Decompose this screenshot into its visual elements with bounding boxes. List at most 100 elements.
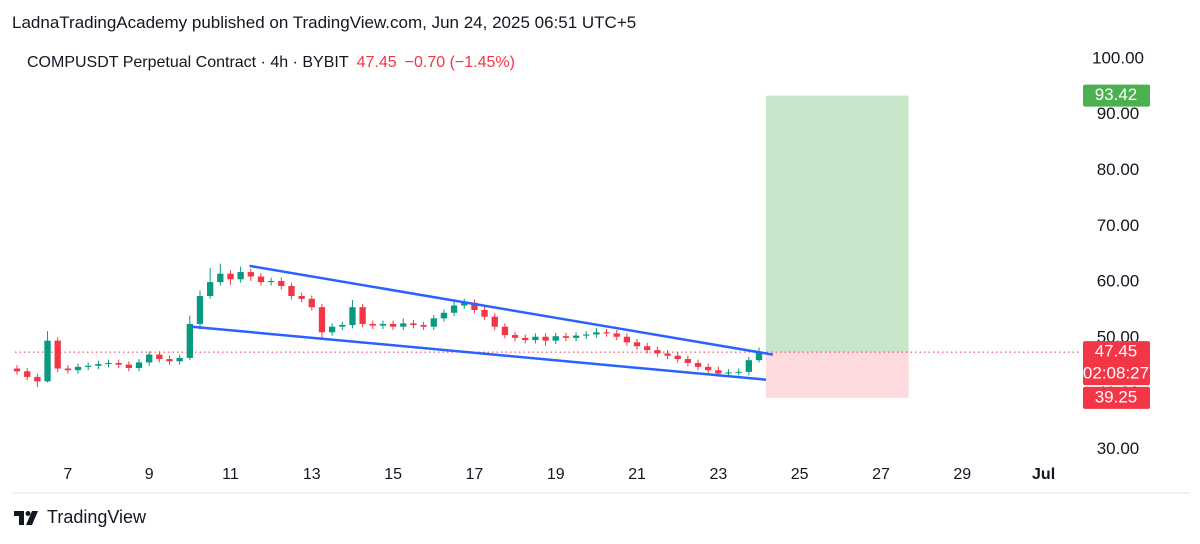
candle-body xyxy=(562,336,570,338)
candle-body xyxy=(318,307,326,333)
price-change: −0.70 (−1.45%) xyxy=(404,54,515,71)
candle-body xyxy=(54,340,61,369)
candle-body xyxy=(13,368,21,372)
candle-body xyxy=(481,309,488,317)
y-tick-label: 70.00 xyxy=(1097,216,1140,235)
candle-body xyxy=(237,272,244,280)
price-label: 47.45 xyxy=(1095,342,1138,361)
candle-body xyxy=(501,326,509,336)
price-label-box xyxy=(1083,341,1150,386)
x-tick-label: 27 xyxy=(872,466,890,483)
candle-body xyxy=(694,362,702,367)
candle-body xyxy=(613,333,620,337)
candle-body xyxy=(684,359,692,363)
candle-body xyxy=(440,312,448,319)
candle-body xyxy=(633,342,641,347)
candle-body xyxy=(674,355,681,360)
x-tick-label: 15 xyxy=(384,466,402,483)
x-tick-label: 17 xyxy=(466,466,484,483)
candle-body xyxy=(146,354,153,363)
candle-body xyxy=(217,273,224,283)
candle-body xyxy=(410,323,417,326)
candle-body xyxy=(74,366,82,371)
candle-body xyxy=(95,364,102,366)
y-tick-label: 80.00 xyxy=(1097,160,1140,179)
candle-body xyxy=(44,340,51,382)
candle-body xyxy=(166,359,173,362)
x-tick-label: 19 xyxy=(547,466,565,483)
symbol-title: COMPUSDT Perpetual Contract · 4h · BYBIT xyxy=(27,54,349,71)
target-zone xyxy=(765,95,909,353)
price-label: 93.42 xyxy=(1095,85,1138,104)
candle-body xyxy=(85,365,92,367)
x-tick-label: 9 xyxy=(145,466,154,483)
candle-body xyxy=(644,346,651,351)
candle-body xyxy=(450,305,458,313)
y-tick-label: 90.00 xyxy=(1097,104,1140,123)
candle-body xyxy=(552,336,559,341)
candle-body xyxy=(34,376,41,382)
price-label-box xyxy=(1083,84,1150,107)
price-label: 02:08:27 xyxy=(1083,364,1149,383)
candle-body xyxy=(359,307,366,324)
footer-brand: TradingView xyxy=(47,507,147,527)
x-tick-label: 11 xyxy=(222,466,239,483)
candle-body xyxy=(247,272,254,277)
trendline xyxy=(249,264,774,356)
candle-body xyxy=(278,280,285,286)
candle-body xyxy=(572,335,580,338)
candle-body xyxy=(664,353,671,356)
x-tick-label: Jul xyxy=(1032,466,1055,483)
candle-body xyxy=(705,366,712,371)
candle-body xyxy=(593,332,600,335)
candle-body xyxy=(24,371,31,377)
candle-body xyxy=(339,325,346,327)
candle-body xyxy=(603,332,610,334)
candle-body xyxy=(755,352,763,361)
trendline xyxy=(191,325,767,381)
candle-body xyxy=(369,323,376,326)
stop-zone xyxy=(765,352,909,398)
x-tick-label: 29 xyxy=(953,466,971,483)
candle-body xyxy=(542,336,549,341)
tradingview-logo xyxy=(14,511,38,525)
last-price: 47.45 xyxy=(356,54,397,71)
candle-body xyxy=(583,334,590,336)
candle-body xyxy=(115,362,122,365)
candle-body xyxy=(654,350,661,354)
candle-body xyxy=(227,273,234,280)
candle-body xyxy=(176,357,183,362)
candle-body xyxy=(511,335,519,338)
price-label-box xyxy=(1083,386,1150,409)
x-tick-label: 7 xyxy=(63,466,72,483)
candle-body xyxy=(522,337,529,341)
candle-body xyxy=(64,368,72,371)
x-tick-label: 25 xyxy=(791,466,809,483)
candle-body xyxy=(298,296,305,299)
candle-body xyxy=(186,323,193,358)
y-tick-label: 60.00 xyxy=(1097,272,1140,291)
candle-body xyxy=(400,323,407,327)
candle-body xyxy=(430,318,437,327)
candle-body xyxy=(715,370,722,374)
candle-body xyxy=(308,298,315,308)
candle-body xyxy=(257,276,265,283)
candle-body xyxy=(745,360,752,372)
candle-body xyxy=(379,323,387,326)
candle-body xyxy=(156,354,163,360)
candle-body xyxy=(471,302,478,310)
candle-body xyxy=(206,282,214,297)
candle-body xyxy=(623,336,631,343)
candle-body xyxy=(491,316,498,327)
candle-body xyxy=(349,307,356,326)
legend: COMPUSDT Perpetual Contract · 4h · BYBIT… xyxy=(27,54,515,72)
candle-body xyxy=(267,280,275,283)
candle-body xyxy=(328,326,336,333)
candle-body xyxy=(105,362,112,365)
candle-body xyxy=(461,302,468,306)
candle-body xyxy=(196,296,204,324)
x-tick-label: 23 xyxy=(709,466,727,483)
x-tick-label: 21 xyxy=(628,466,646,483)
